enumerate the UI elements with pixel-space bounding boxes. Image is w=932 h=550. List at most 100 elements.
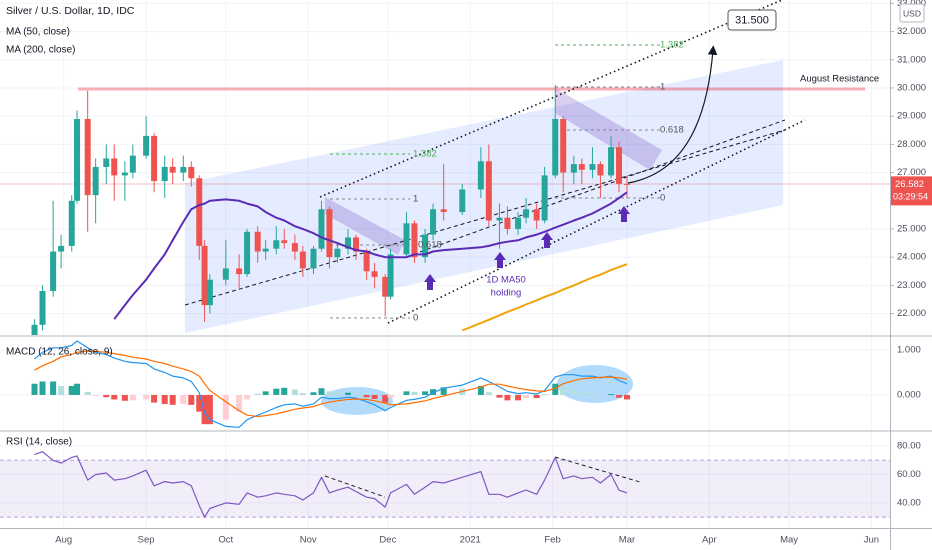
candle-body <box>169 166 176 173</box>
moving-average <box>113 191 628 320</box>
candle-body <box>459 189 466 213</box>
macd-histogram-bar <box>589 393 596 395</box>
x-tick-label: Feb <box>544 535 560 546</box>
macd-histogram-bar <box>504 394 511 401</box>
candle-body <box>326 209 333 258</box>
candle-body <box>353 237 359 252</box>
trend-line <box>419 119 786 253</box>
ma50-note: 1D MA50 <box>486 275 526 286</box>
currency: USD <box>903 8 921 18</box>
candle-body <box>589 164 596 170</box>
macd-histogram-bar <box>523 394 530 399</box>
candle-body <box>180 166 187 173</box>
candle-body <box>262 248 269 252</box>
macd-histogram-bar <box>560 385 567 395</box>
projection-arrow <box>627 45 718 184</box>
candle-body <box>188 166 195 179</box>
macd-histogram-bar <box>608 394 615 395</box>
signal-line <box>34 350 628 418</box>
target-box <box>727 9 777 31</box>
candle-body <box>310 248 317 269</box>
target-label: 31.500 <box>735 14 769 26</box>
candle-body <box>578 164 585 170</box>
up-arrow <box>541 232 553 248</box>
candle-body <box>111 158 118 176</box>
candle-body <box>222 268 229 280</box>
macd-histogram-bar <box>616 394 623 398</box>
last-price: 26.582 <box>895 179 924 190</box>
y-tick-label: 29.000 <box>897 111 926 122</box>
candle-body <box>422 234 429 258</box>
macd-histogram-bar <box>623 394 630 400</box>
y-tick-label: 31.000 <box>897 54 926 65</box>
candle-body <box>39 291 46 325</box>
y-tick-label: 22.000 <box>897 308 926 319</box>
highlight <box>321 387 393 415</box>
rsi-pane <box>0 451 890 518</box>
macd-histogram-bar <box>121 394 128 401</box>
candle-body <box>477 161 484 190</box>
wedge-shade <box>555 88 662 170</box>
candle-body <box>387 254 394 297</box>
y-tick-label: 1.000 <box>897 345 921 356</box>
candle-body <box>523 209 530 218</box>
countdown: 03:29:54 <box>893 192 928 202</box>
macd-histogram-bar <box>222 394 229 420</box>
chart-title: Silver / U.S. Dollar, 1D, IDC <box>6 5 135 17</box>
grid-layer <box>0 0 890 528</box>
macd-histogram-bar <box>92 394 99 396</box>
candle-body <box>236 268 243 275</box>
macd-histogram-bar <box>84 391 91 395</box>
candle-body <box>616 147 623 184</box>
candle-body <box>129 155 136 173</box>
macd-histogram-bar <box>161 394 168 404</box>
y-tick-label: 80.00 <box>897 441 921 452</box>
channel-top <box>319 0 783 198</box>
up-arrows <box>424 206 630 290</box>
macd-histogram-bar <box>151 394 158 403</box>
y-tick-label: 32.000 <box>897 26 926 37</box>
currency-box <box>899 3 925 23</box>
macd-histogram-bar <box>411 391 418 395</box>
macd-histogram-bar <box>477 385 484 395</box>
up-arrow <box>618 206 630 222</box>
candle-body <box>541 175 548 221</box>
macd-histogram-bar <box>58 385 65 395</box>
macd-histogram-bar <box>552 383 559 395</box>
fib-label: 0.618 <box>660 125 684 136</box>
macd-histogram-bar <box>515 394 522 401</box>
x-tick-label: Aug <box>55 535 72 546</box>
drawings <box>0 0 890 333</box>
macd-histogram-bar <box>403 391 410 395</box>
candle-body <box>68 200 75 246</box>
macd-histogram-bar <box>281 387 288 395</box>
candle-body <box>318 209 325 249</box>
macd-histogram-bar <box>39 381 46 395</box>
fib-label: 1 <box>660 82 665 93</box>
candle-body <box>403 223 410 255</box>
up-arrow <box>424 274 436 290</box>
candle-body <box>533 209 540 221</box>
x-tick-label: Apr <box>702 535 717 546</box>
candle-body <box>363 251 370 272</box>
candle-body <box>254 231 261 252</box>
macd-histogram-bar <box>440 387 447 395</box>
divergence-line <box>324 475 386 498</box>
macd-histogram-bar <box>363 394 370 398</box>
macd-histogram-bar <box>496 394 503 398</box>
y-tick-label: 30.000 <box>897 82 926 93</box>
macd-histogram-bar <box>254 393 261 395</box>
macd-histogram-bar <box>169 394 176 405</box>
candle-body <box>121 172 128 176</box>
candle-body <box>281 240 288 244</box>
macd-histogram-bar <box>387 394 394 398</box>
macd-histogram-bar <box>318 388 325 395</box>
x-tick-label: Mar <box>619 535 635 546</box>
candle-body <box>623 183 630 185</box>
divergence-line <box>554 456 641 483</box>
macd-histogram-bar <box>68 385 75 395</box>
macd-histogram-bar <box>262 391 269 395</box>
last-price-box <box>891 176 932 206</box>
